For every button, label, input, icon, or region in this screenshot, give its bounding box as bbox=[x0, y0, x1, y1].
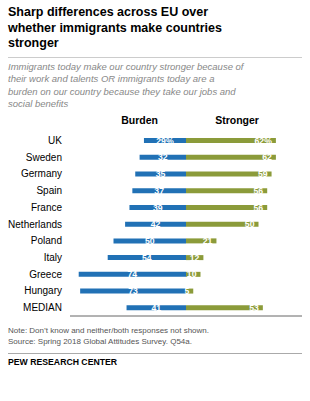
svg-text:39: 39 bbox=[153, 203, 163, 213]
svg-text:35: 35 bbox=[156, 169, 166, 179]
svg-text:74: 74 bbox=[128, 270, 138, 280]
svg-text:50: 50 bbox=[145, 236, 155, 246]
svg-text:Netherlands: Netherlands bbox=[8, 219, 62, 230]
svg-text:42: 42 bbox=[151, 219, 161, 229]
svg-text:62: 62 bbox=[262, 153, 272, 163]
svg-text:29%: 29% bbox=[156, 136, 174, 146]
html-text:Sharp differences across EU ov: Sharp differences across EU over whether… bbox=[8, 5, 222, 51]
html-text:Note: Don’t know and neither/b: Note: Don’t know and neither/both respon… bbox=[8, 326, 209, 346]
svg-text:Italy: Italy bbox=[44, 252, 62, 263]
html-text:PEW RESEARCH CENTER: PEW RESEARCH CENTER bbox=[8, 357, 118, 367]
svg-text:50: 50 bbox=[245, 219, 255, 229]
svg-text:41: 41 bbox=[151, 303, 161, 313]
svg-text:5: 5 bbox=[184, 286, 189, 296]
svg-text:56: 56 bbox=[254, 203, 264, 213]
svg-text:12: 12 bbox=[190, 253, 200, 263]
svg-text:Spain: Spain bbox=[36, 185, 62, 196]
svg-text:UK: UK bbox=[48, 135, 62, 146]
svg-text:59: 59 bbox=[258, 169, 268, 179]
svg-text:Germany: Germany bbox=[21, 169, 62, 180]
svg-text:73: 73 bbox=[128, 286, 138, 296]
html-text:Stronger: Stronger bbox=[215, 114, 259, 127]
svg-text:56: 56 bbox=[254, 186, 264, 196]
svg-text:54: 54 bbox=[142, 253, 152, 263]
svg-text:62%: 62% bbox=[255, 136, 273, 146]
html-text:Burden: Burden bbox=[121, 114, 158, 127]
svg-text:37: 37 bbox=[154, 186, 164, 196]
svg-text:France: France bbox=[31, 202, 63, 213]
svg-text:Sweden: Sweden bbox=[26, 152, 62, 163]
html-text:Immigrants today make our coun: Immigrants today make our country strong… bbox=[8, 60, 244, 109]
svg-text:Hungary: Hungary bbox=[24, 286, 62, 297]
svg-text:10: 10 bbox=[187, 270, 197, 280]
svg-text:21: 21 bbox=[203, 236, 213, 246]
svg-text:Poland: Poland bbox=[31, 236, 62, 247]
svg-text:Greece: Greece bbox=[29, 269, 62, 280]
svg-text:53: 53 bbox=[249, 303, 259, 313]
svg-text:MEDIAN: MEDIAN bbox=[23, 302, 62, 313]
svg-text:32: 32 bbox=[158, 153, 168, 163]
